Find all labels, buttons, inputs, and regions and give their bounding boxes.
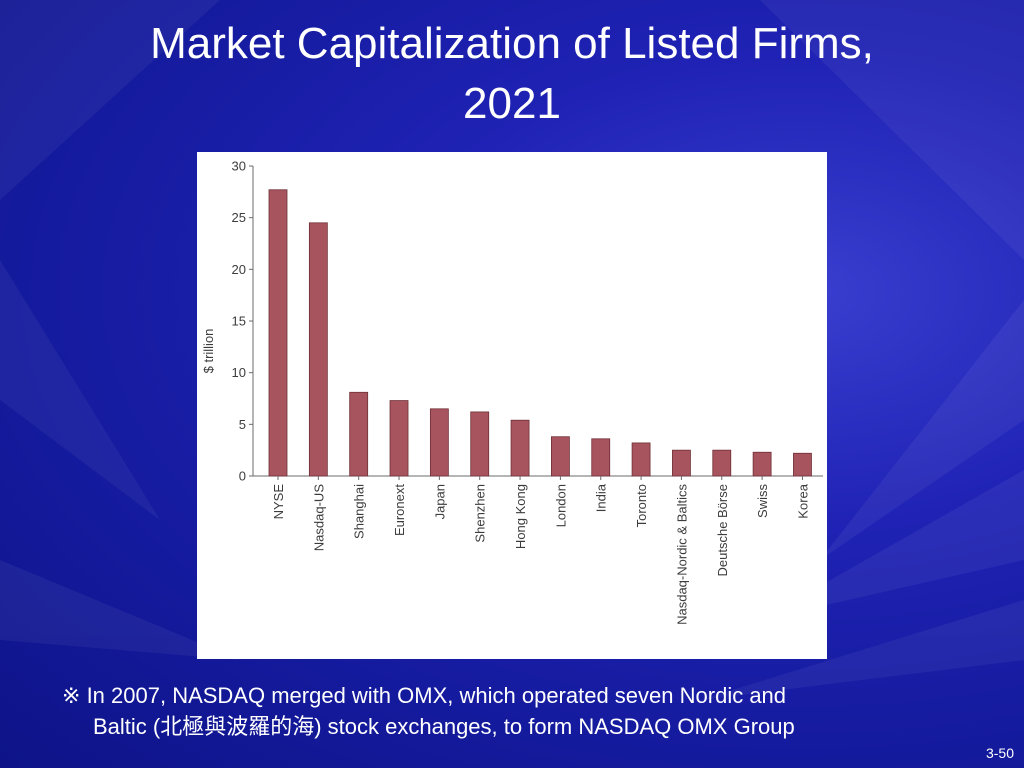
x-tick-label: Toronto bbox=[634, 484, 649, 527]
x-tick-label: Swiss bbox=[755, 484, 770, 518]
y-tick-label: 5 bbox=[239, 417, 246, 432]
bar bbox=[712, 449, 732, 477]
x-tick-label: Shanghai bbox=[352, 484, 367, 539]
slide-title-line1: Market Capitalization of Listed Firms, bbox=[150, 19, 874, 68]
x-tick-label: Korea bbox=[795, 483, 810, 518]
y-axis-label: $ trillion bbox=[201, 329, 216, 374]
x-tick-label: NYSE bbox=[271, 484, 286, 520]
bar bbox=[308, 222, 328, 477]
bar bbox=[389, 400, 409, 477]
x-tick-label: Deutsche Börse bbox=[715, 484, 730, 577]
bar bbox=[591, 438, 611, 477]
footnote-line1: In 2007, NASDAQ merged with OMX, which o… bbox=[86, 683, 787, 708]
x-tick-label: Euronext bbox=[392, 484, 407, 536]
bar bbox=[349, 391, 369, 477]
x-tick-label: Japan bbox=[432, 484, 447, 519]
footnote: ※ In 2007, NASDAQ merged with OMX, which… bbox=[62, 680, 962, 742]
y-tick-label: 10 bbox=[232, 365, 246, 380]
bar bbox=[510, 419, 530, 477]
bar bbox=[268, 189, 288, 477]
slide-number: 3-50 bbox=[985, 745, 1014, 761]
bar bbox=[550, 436, 570, 477]
reference-mark-icon: ※ bbox=[62, 683, 81, 708]
bar bbox=[470, 411, 490, 477]
bar bbox=[793, 452, 812, 477]
x-tick-label: Nasdaq-US bbox=[311, 484, 326, 552]
slide-title: Market Capitalization of Listed Firms, 2… bbox=[0, 14, 1024, 134]
x-tick-label: London bbox=[553, 484, 568, 527]
bar-chart: 0 5 10 15 20 25 30 $ trillion NYSE Nasdaq-US Shang… bbox=[201, 159, 823, 625]
x-tick-label: Shenzhen bbox=[473, 484, 488, 543]
x-tick-label: Hong Kong bbox=[513, 484, 528, 549]
y-tick-label: 30 bbox=[232, 159, 246, 174]
y-tick-label: 0 bbox=[239, 469, 246, 484]
bar bbox=[752, 451, 772, 477]
x-tick-label: Nasdaq-Nordic & Baltics bbox=[674, 484, 689, 625]
footnote-line2: Baltic (北極與波羅的海) stock exchanges, to for… bbox=[93, 714, 795, 739]
y-tick-label: 25 bbox=[232, 210, 246, 225]
slide-title-line2: 2021 bbox=[463, 79, 561, 128]
bar bbox=[429, 408, 449, 477]
x-tick-label: India bbox=[594, 483, 609, 512]
chart-panel: 0 5 10 15 20 25 30 $ trillion NYSE Nasdaq-US Shang… bbox=[197, 152, 827, 659]
bar bbox=[631, 442, 651, 477]
y-tick-label: 20 bbox=[232, 262, 246, 277]
bar bbox=[672, 449, 691, 477]
y-tick-label: 15 bbox=[232, 314, 246, 329]
